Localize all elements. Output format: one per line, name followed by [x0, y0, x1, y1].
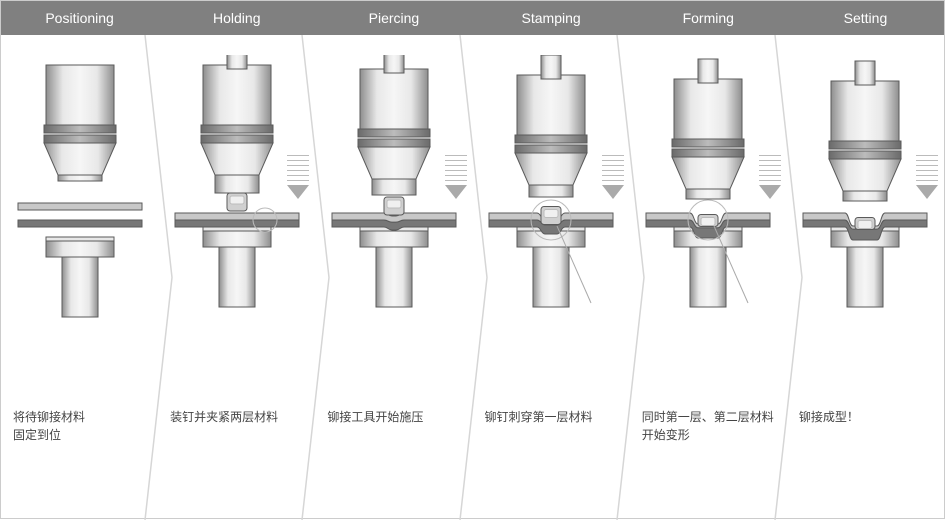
stage-header: Holding [158, 1, 315, 35]
punch-tool [829, 61, 901, 201]
sheet-top [175, 213, 299, 220]
stage-illustration [167, 55, 307, 335]
sheet-bottom [18, 220, 142, 227]
press-direction-arrow [916, 155, 938, 199]
stage-illustration-area [315, 35, 472, 408]
stage-illustration-area [158, 35, 315, 408]
stage-header: Positioning [1, 1, 158, 35]
stage-caption: 同时第一层、第二层材料开始变形 [630, 408, 787, 518]
stage-illustration [324, 55, 464, 335]
stage-illustration [481, 55, 621, 335]
stage-header: Stamping [473, 1, 630, 35]
stage-caption: 装钉并夹紧两层材料 [158, 408, 315, 518]
press-direction-arrow [287, 155, 309, 199]
sheet-bottom [175, 220, 299, 227]
process-diagram: Positioning [0, 0, 945, 519]
press-direction-arrow [445, 155, 467, 199]
stage-illustration [795, 55, 935, 335]
stage-piercing: Piercing [315, 1, 472, 518]
punch-tool [201, 55, 273, 193]
sheet-top [18, 203, 142, 210]
stage-header: Forming [630, 1, 787, 35]
stage-illustration [638, 55, 778, 335]
stage-caption: 将待铆接材料固定到位 [1, 408, 158, 518]
punch-tool [358, 55, 430, 195]
rivet [384, 197, 404, 215]
punch-tool [515, 55, 587, 197]
stage-caption: 铆接成型！ [787, 408, 944, 518]
stage-illustration-area [630, 35, 787, 408]
stage-stamping: Stamping [473, 1, 630, 518]
die-anvil [360, 227, 428, 307]
stage-setting: Setting [787, 1, 944, 518]
stage-illustration-area [787, 35, 944, 408]
rivet [698, 215, 718, 227]
die-anvil [46, 237, 114, 317]
punch-tool [672, 59, 744, 199]
rivet [541, 207, 561, 225]
rivet [227, 193, 247, 211]
stage-positioning: Positioning [1, 1, 158, 518]
stage-header: Setting [787, 1, 944, 35]
stage-caption: 铆接工具开始施压 [315, 408, 472, 518]
stage-illustration-area [473, 35, 630, 408]
rivet [855, 218, 875, 230]
press-direction-arrow [759, 155, 781, 199]
stage-illustration [10, 55, 150, 335]
stage-header: Piercing [315, 1, 472, 35]
punch-tool [44, 65, 116, 181]
press-direction-arrow [602, 155, 624, 199]
stage-illustration-area [1, 35, 158, 408]
stage-forming: Forming [630, 1, 787, 518]
stage-holding: Holding [158, 1, 315, 518]
die-anvil [203, 227, 271, 307]
stage-caption: 铆钉刺穿第一层材料 [473, 408, 630, 518]
